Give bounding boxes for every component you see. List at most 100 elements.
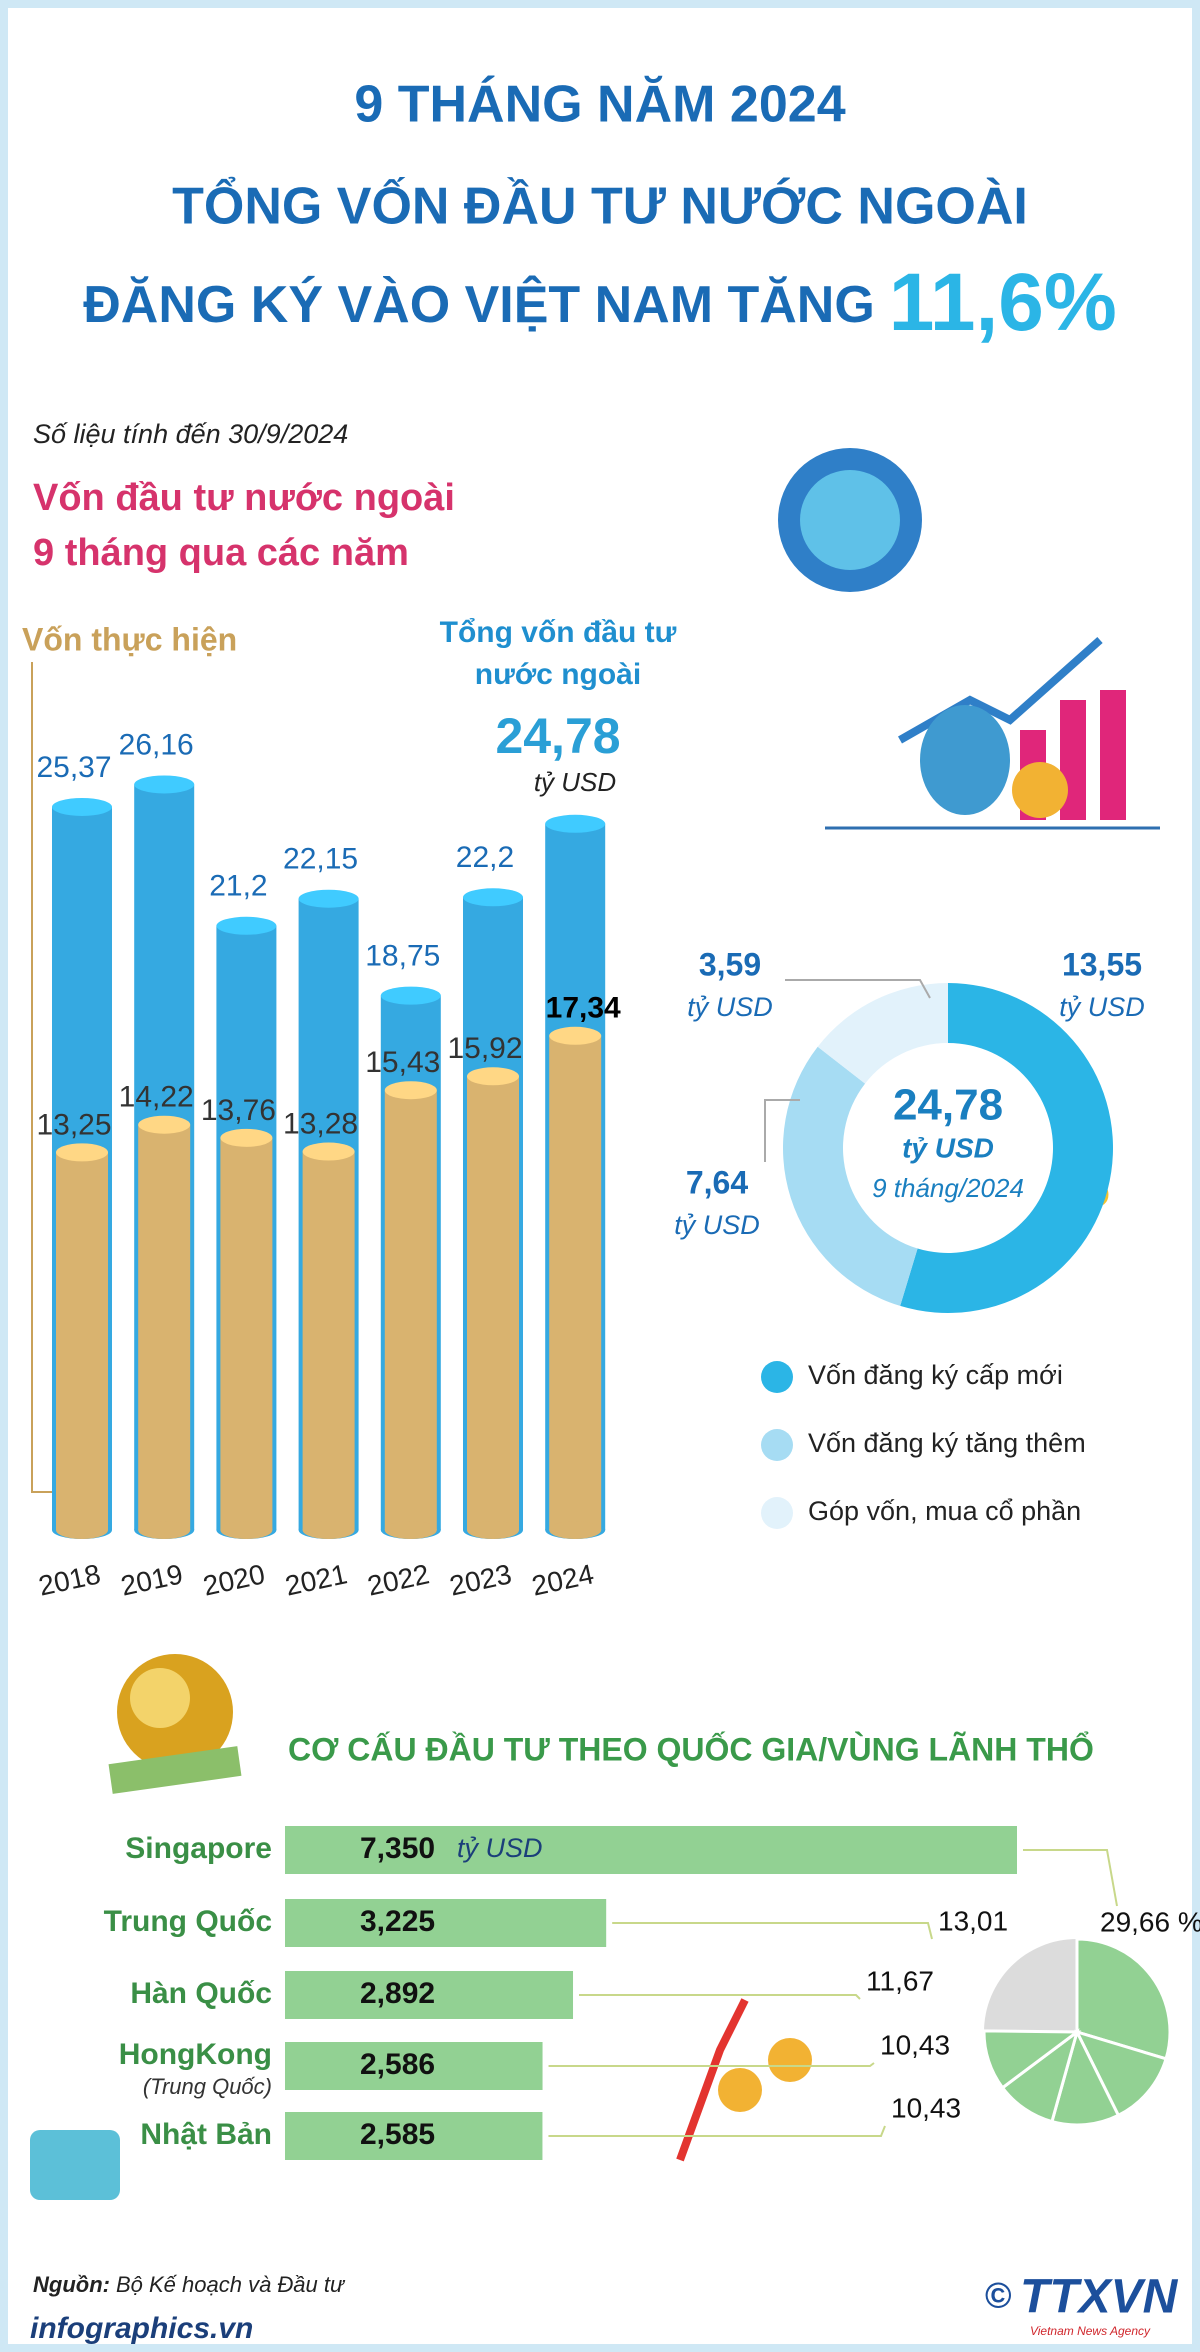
- legend-swatch: [761, 1361, 793, 1393]
- cylinder-bottom: [302, 1521, 355, 1539]
- value-label: 17,34: [546, 992, 621, 1025]
- value-label: 3,225: [360, 1905, 435, 1938]
- title-highlight: 11,6%: [889, 257, 1117, 348]
- legend-label: Vốn thực hiện: [22, 621, 237, 657]
- value-label: 18,75: [365, 940, 440, 973]
- cylinder-body: [549, 1035, 602, 1530]
- legend-label: Góp vốn, mua cổ phần: [808, 1496, 1081, 1526]
- deco-arrow: [676, 1998, 749, 2162]
- pie-slice: [982, 2029, 1082, 2090]
- illustration: $: [778, 448, 1160, 1223]
- cylinder-body: [467, 1076, 519, 1530]
- leader-line: [612, 1922, 933, 1940]
- value-label: 7,350: [360, 1832, 435, 1865]
- value-label: 13,55: [1062, 946, 1142, 982]
- value-label: 13,01: [938, 1905, 1008, 1936]
- cylinder-top: [216, 916, 277, 935]
- donut-slice: [900, 983, 1114, 1313]
- value-label: 2,586: [360, 2048, 435, 2081]
- x-tick-label: 2018: [36, 1558, 103, 1601]
- coin: [718, 2068, 762, 2112]
- value-label: 29,66 %: [1100, 1906, 1200, 1937]
- bar: [285, 2112, 543, 2160]
- cylinder-top: [52, 797, 112, 816]
- unit-label: tỷ USD: [674, 1210, 760, 1240]
- leader-line: [1023, 1849, 1118, 1907]
- unit-label: tỷ USD: [534, 767, 616, 797]
- cylinder-top: [298, 889, 359, 908]
- value-label: 3,59: [699, 946, 761, 982]
- cylinder-top: [134, 775, 195, 794]
- cylinder-body: [302, 1151, 355, 1530]
- center-note: 9 tháng/2024: [872, 1173, 1024, 1203]
- unit-label: tỷ USD: [457, 1833, 543, 1863]
- logo: TTXVN: [1020, 2271, 1179, 2324]
- donut-slice: [783, 1046, 918, 1306]
- value-label: 7,64: [686, 1164, 748, 1200]
- money-bag: [920, 705, 1010, 815]
- category-note: (Trung Quốc): [143, 2074, 272, 2099]
- cylinder-body: [220, 1137, 273, 1530]
- cylinder-top: [467, 1067, 519, 1086]
- cylinder-top: [549, 1026, 602, 1045]
- center-unit: tỷ USD: [902, 1132, 994, 1163]
- value-label: 2,892: [360, 1977, 435, 2010]
- source-text: Bộ Kế hoạch và Đầu tư: [116, 2272, 346, 2297]
- value-label: 24,78: [495, 708, 620, 764]
- value-label: 21,2: [209, 870, 267, 903]
- x-tick-label: 2022: [365, 1558, 432, 1601]
- value-label: 25,37: [36, 751, 111, 784]
- title-text: ĐĂNG KÝ VÀO VIỆT NAM TĂNG: [83, 275, 875, 334]
- globe-highlight: [130, 1668, 190, 1728]
- value-label: 15,43: [365, 1046, 440, 1079]
- value-label: 15,92: [447, 1032, 522, 1065]
- legend-label: Tổng vốn đầu tư nước ngoài: [439, 616, 677, 691]
- leader-line: [579, 1994, 861, 2000]
- title-line: TỔNG VỐN ĐẦU TƯ NƯỚC NGOÀI: [172, 177, 1028, 236]
- coin: [1012, 762, 1068, 818]
- source-label: Nguồn:: [33, 2272, 110, 2297]
- source: Nguồn: Bộ Kế hoạch và Đầu tư: [33, 2272, 346, 2297]
- cylinder-top: [138, 1115, 191, 1134]
- cylinder-bottom: [56, 1521, 108, 1539]
- cylinder-bottom: [138, 1521, 191, 1539]
- cylinder-top: [380, 986, 441, 1005]
- pie-slice: [1074, 2029, 1168, 2118]
- value-label: 2,585: [360, 2118, 435, 2151]
- x-tick-label: 2021: [282, 1558, 349, 1601]
- cylinder-top: [302, 1142, 355, 1161]
- category-label: Hàn Quốc: [130, 1977, 272, 2010]
- unit-label: tỷ USD: [687, 992, 773, 1022]
- cylinder-top: [220, 1128, 273, 1147]
- value-label: 11,67: [866, 1965, 934, 1996]
- donut-slice: [817, 983, 948, 1084]
- bar: [285, 2042, 543, 2090]
- value-label: 10,43: [880, 2029, 950, 2060]
- globe-land: [800, 470, 900, 570]
- chart-title: 9 tháng qua các năm: [33, 532, 409, 574]
- site: infographics.vn: [30, 2312, 253, 2345]
- coin: [768, 2038, 812, 2082]
- cylinder-body: [384, 1090, 437, 1530]
- cylinder-body: [138, 1124, 191, 1530]
- x-tick-label: 2020: [200, 1558, 267, 1601]
- copyright: ©: [985, 2275, 1012, 2316]
- x-tick-label: 2023: [447, 1558, 514, 1601]
- title-line: 9 THÁNG NĂM 2024: [354, 76, 845, 134]
- legend-label: Vốn đăng ký cấp mới: [808, 1360, 1063, 1390]
- deco-bar: [1100, 690, 1126, 820]
- value-label: 13,28: [283, 1107, 358, 1140]
- unit-label: tỷ USD: [1059, 992, 1145, 1022]
- bar: [285, 1826, 1017, 1874]
- bar: [285, 1899, 607, 1947]
- note: Số liệu tính đến 30/9/2024: [33, 419, 348, 449]
- leader-line: [764, 1099, 800, 1162]
- illustration: [30, 1654, 812, 2200]
- cylinder-bottom: [384, 1521, 437, 1539]
- cylinder-top: [384, 1081, 437, 1100]
- value-label: 14,22: [119, 1081, 194, 1114]
- category-label: Trung Quốc: [104, 1905, 272, 1938]
